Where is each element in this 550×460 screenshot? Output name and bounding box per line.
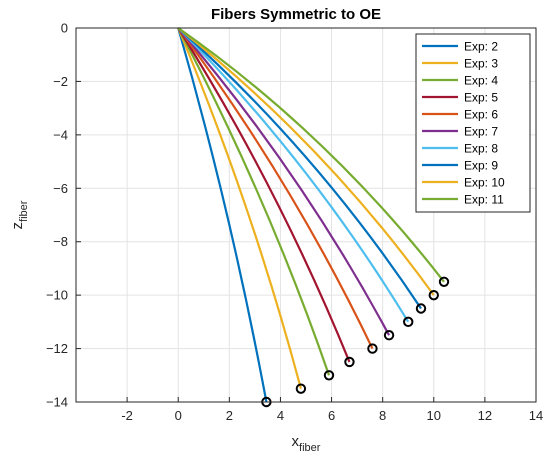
y-tick-label: 0 [61,21,68,36]
x-tick-label: -2 [121,408,133,423]
series-line [177,27,351,363]
legend: Exp: 2 Exp: 3 Exp: 4 Exp: 5 Exp: 6 Exp: 7 Exp:… [415,33,531,213]
y-axis-label: zfiber [9,200,30,229]
x-tick-label: 6 [328,408,335,423]
plot-area-border [75,27,537,403]
y-tick-labels: 0 −2 −4 −6 −8 −10 −12 −14 [46,21,81,410]
end-marker [428,289,439,301]
legend-entry: Exp: 11 [464,193,504,207]
x-axis-label: xfiber [292,433,321,454]
x-tick-label: 2 [226,408,233,423]
series-line [177,27,445,283]
series-line [177,27,422,310]
series-line [177,27,391,336]
x-tick-label: 14 [529,408,543,423]
end-marker [344,356,355,368]
legend-entry: Exp: 8 [464,142,498,156]
end-marker [415,303,427,314]
legend-entry: Exp: 9 [464,159,498,173]
series-line [177,27,331,376]
end-marker [367,343,378,354]
series-line [177,27,374,350]
y-tick-label: −4 [53,127,68,142]
end-markers [261,276,450,408]
legend-entry: Exp: 10 [464,176,505,190]
x-tick-labels: -2 0 2 4 6 8 10 12 14 [121,397,543,423]
legend-entry: Exp: 3 [464,57,498,71]
end-marker [403,316,414,328]
x-tick-label: 4 [277,408,284,423]
y-tick-label: −14 [46,395,68,410]
y-tick-label: −6 [53,181,68,196]
x-tick-label: 0 [175,408,182,423]
series-lines [177,27,445,403]
series-line [177,27,435,296]
legend-entry: Exp: 6 [464,108,498,122]
y-tick-label: −8 [53,234,68,249]
x-tick-label: 8 [379,408,386,423]
x-axis-label-main: x [292,433,300,450]
legend-entry: Exp: 5 [464,91,498,105]
series-line [177,27,268,403]
series-line [177,27,410,323]
series-line [177,27,302,389]
chart-title: Fibers Symmetric to OE [211,6,381,23]
y-tick-label: −2 [53,74,68,89]
legend-entry: Exp: 7 [464,125,498,139]
legend-entry: Exp: 2 [464,40,498,54]
legend-entry: Exp: 4 [464,74,498,88]
y-axis-label-main: z [9,222,26,230]
x-tick-label: 10 [427,408,441,423]
end-marker [383,330,395,341]
end-marker [323,370,335,381]
x-tick-label: 12 [478,408,492,423]
y-axis-label-sub: fiber [18,200,30,222]
y-tick-label: −12 [46,341,68,356]
end-marker [438,276,450,287]
x-axis-label-sub: fiber [299,442,321,454]
end-marker [295,383,307,394]
y-tick-label: −10 [46,288,68,303]
